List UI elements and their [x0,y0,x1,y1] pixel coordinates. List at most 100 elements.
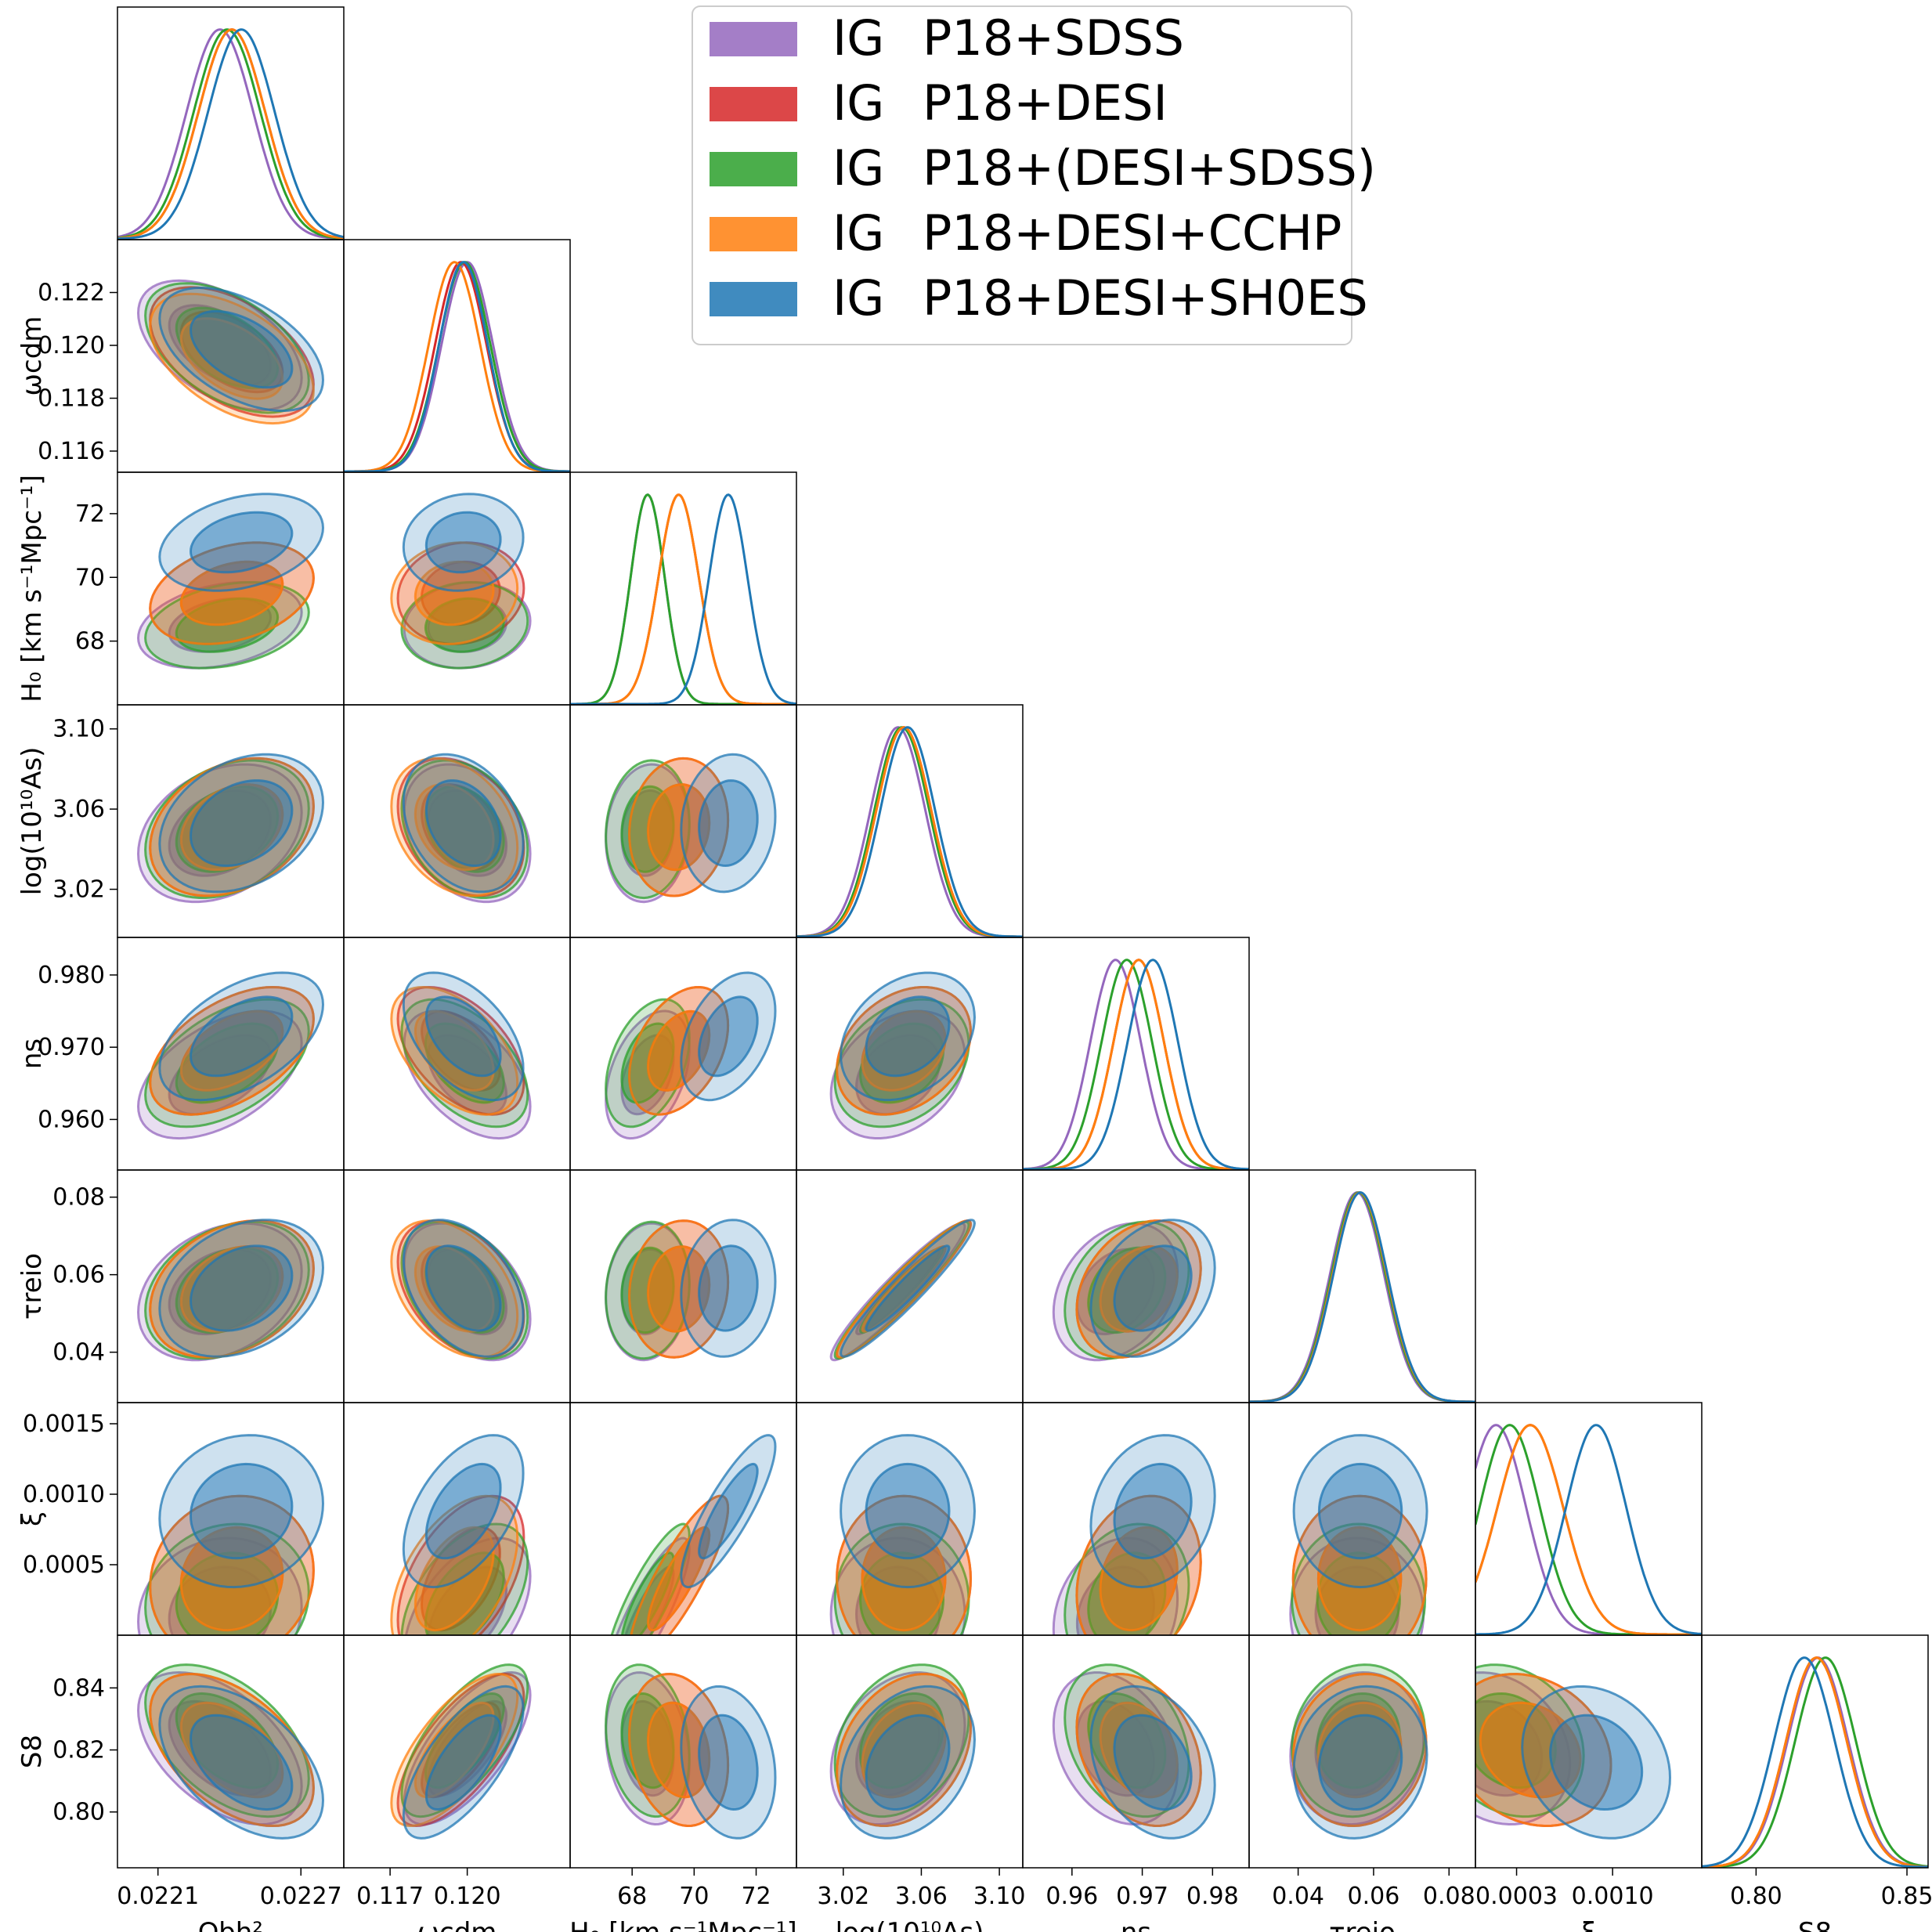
marginal-curve-ig-p18-sdss [1023,959,1249,1170]
x-axis-label-6: ξ [1581,1917,1596,1932]
x-axis-label-5: τreio [1329,1917,1396,1932]
x-tick-label: 70 [679,1883,709,1910]
contour-95-ig-p18-desi-sdss [144,998,310,1129]
marginal-curve-ig-p18-desi-sdss [1023,959,1249,1170]
y-tick-label: 68 [75,628,105,655]
contour-68-ig-p18-desi-sh0es [698,1714,759,1811]
y-tick-label: 0.0010 [23,1481,105,1508]
legend-model-label: IG [832,139,884,197]
marginal-curve-ig-p18-desi-sh0es [344,261,570,472]
contour-68-ig-p18-desi-cchp [861,1701,947,1799]
y-axis-label-5: τreio [16,1253,48,1320]
contour-68-ig-p18-desi-sh0es [424,779,502,867]
contour-68-ig-p18-desi-sh0es [698,995,759,1078]
y-tick-label: 0.970 [38,1034,105,1061]
legend-frame [692,5,1352,345]
panel-content [390,1434,532,1635]
contour-95-ig-p18-desi-sh0es [158,1434,325,1589]
marginal-curve-ig-p18-desi-sh0es [1023,959,1249,1170]
contour-68-ig-p18-desi-cchp [1316,1701,1403,1799]
marginal-curve-ig-p18-desi-sh0es [1249,1191,1475,1403]
marginal-curve-ig-p18-desi [1249,1191,1475,1403]
contour-95-ig-p18-desi-cchp [836,1219,973,1359]
contour-95-ig-p18-desi-sh0es [158,1685,325,1840]
contour-68-ig-p18-desi-sdss [1316,1551,1401,1635]
y-axis-label-2: H₀ [km s⁻¹Mpc⁻¹] [16,475,48,702]
contour-68-ig-p18-desi-sh0es [424,1244,502,1332]
panel-content [1023,959,1249,1170]
panel-7-4 [1022,1634,1250,1869]
x-tick-label: 3.06 [895,1883,948,1910]
panel-6-1 [343,1402,571,1636]
panel-2-1 [343,471,571,706]
panel-7-2 [569,1634,797,1869]
panel-2-0 [117,471,345,706]
contour-68-ig-p18-desi-sh0es [189,511,294,574]
panel-5-3 [796,1169,1024,1403]
contour-68-ig-p18-desi [420,1701,501,1799]
contour-68-ig-p18-desi-sh0es [1113,1244,1193,1332]
x-tick-label: 0.04 [1272,1883,1324,1910]
panel-5-5 [1248,1169,1476,1403]
panel-3-2 [569,704,797,938]
y-tick-label: 0.06 [52,1262,105,1289]
legend-swatch-p18-desi-sdss [710,152,797,186]
contour-68-ig-p18-desi-cchp [861,1245,947,1333]
contour-95-ig-p18-desi-cchp [149,1672,315,1828]
x-axis-label-2: H₀ [km s⁻¹Mpc⁻¹] [569,1917,797,1932]
legend-swatch-p18-desi [710,87,797,121]
contour-68-ig-p18-desi-sh0es [424,511,502,574]
marginal-curve-ig-p18-desi-sdss [117,28,344,240]
contour-95-ig-p18-desi-cchp [149,1494,315,1635]
contour-68-ig-p18-sdss [854,1248,941,1336]
contour-68-ig-p18-desi-cchp [179,1701,284,1799]
panel-content [1475,1424,1702,1635]
marginal-curve-ig-p18-desi-cchp [570,493,796,705]
x-tick-label: 0.0010 [1572,1883,1654,1910]
x-axis-label-7: S8 [1798,1917,1832,1932]
marginal-curve-ig-p18-sdss [1475,1424,1702,1635]
legend-entry-label-p18-desi-cchp: P18+DESI+CCHP [923,204,1342,262]
panel-frame [343,239,571,473]
panel-2-2 [569,471,797,706]
panel-content [1475,1663,1672,1840]
panel-4-3 [796,937,1024,1171]
contour-95-ig-p18-desi-sh0es [402,1434,525,1589]
marginal-curve-ig-p18-sdss [1249,1191,1475,1403]
contour-95-ig-p18-desi-cchp [1291,1494,1428,1635]
y-tick-label: 3.10 [52,716,105,743]
contour-95-ig-p18-sdss [1052,1537,1179,1635]
panel-content [136,753,325,904]
legend-model-label: IG [832,269,884,327]
panel-content [344,261,570,472]
contour-68-ig-p18-desi-sh0es [189,995,294,1078]
panel-frame [1248,1169,1476,1403]
y-tick-label: 0.120 [38,332,105,359]
contour-68-ig-p18-desi-cchp [1099,1526,1179,1632]
contour-68-ig-p18-sdss [620,1034,675,1116]
contour-68-ig-p18-desi-sh0es [424,1714,502,1811]
panel-5-2 [569,1169,797,1403]
contour-68-ig-p18-desi-cchp [179,317,284,400]
contour-95-ig-p18-desi-sh0es [402,1685,525,1840]
x-tick-label: 3.02 [817,1883,869,1910]
panel-content [605,971,777,1140]
y-tick-label: 72 [75,500,105,528]
x-tick-label: 0.06 [1348,1883,1400,1910]
panel-5-1 [343,1169,571,1403]
contour-95-ig-p18-desi-cchp [149,985,315,1116]
x-tick-label: 0.117 [356,1883,424,1910]
panel-content [829,1663,977,1840]
x-tick-label: 0.0221 [117,1883,199,1910]
panel-content [136,1219,325,1362]
marginal-curve-ig-p18-desi [570,493,796,705]
y-axis-label-6: ξ [16,1511,48,1526]
marginal-curve-ig-p18-desi-cchp [117,28,344,240]
panel-3-1 [343,704,571,938]
marginal-curve-ig-p18-desi-sh0es [796,726,1023,937]
y-tick-label: 0.0005 [23,1551,105,1579]
marginal-curve-ig-p18-sdss [796,726,1023,937]
marginal-curve-ig-p18-desi-cchp [1475,1424,1702,1635]
panel-1-1 [343,239,571,473]
contour-68-ig-p18-desi-cchp [646,1009,711,1092]
